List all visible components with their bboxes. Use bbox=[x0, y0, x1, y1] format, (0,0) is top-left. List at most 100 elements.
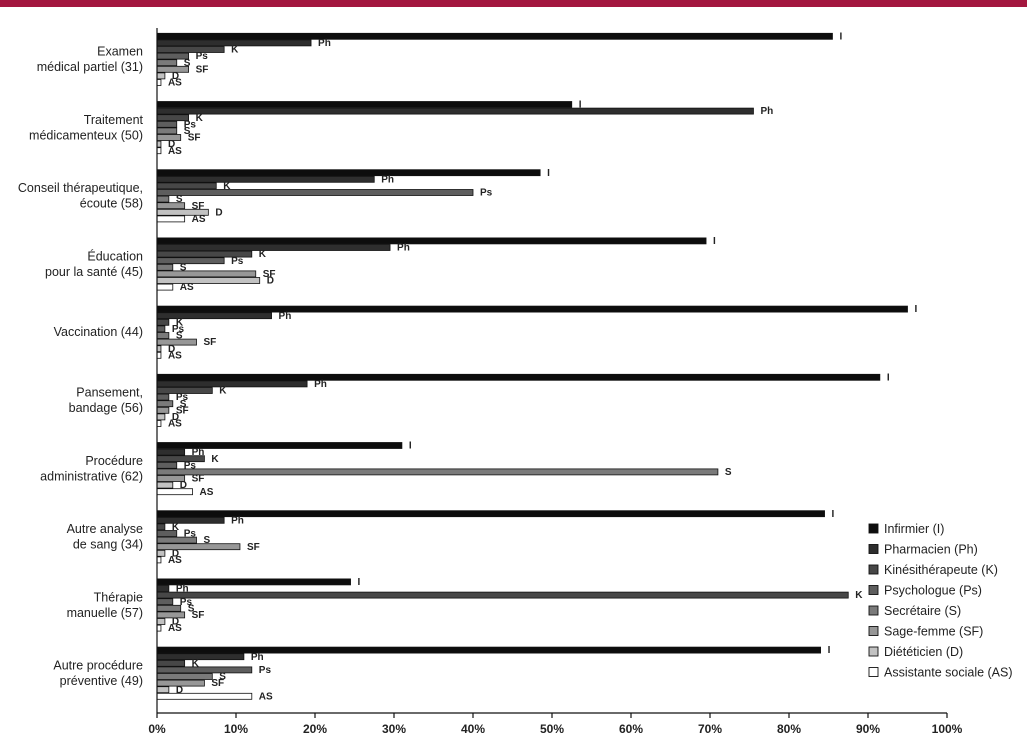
bar-label: AS bbox=[259, 691, 273, 702]
bar bbox=[156, 611, 186, 619]
x-tick-label: 70% bbox=[698, 722, 722, 735]
bar-label: S bbox=[219, 672, 226, 683]
top-accent-bar bbox=[0, 0, 1027, 7]
category-label: Procédure bbox=[85, 454, 143, 468]
bar bbox=[156, 523, 166, 531]
category-label: Thérapie bbox=[94, 590, 143, 604]
bar-label: Ph bbox=[314, 379, 327, 390]
bar-label: I bbox=[358, 577, 361, 588]
legend-swatch bbox=[868, 523, 879, 534]
bar-label: Ps bbox=[231, 256, 244, 267]
bar bbox=[156, 549, 166, 557]
bar-label: I bbox=[713, 236, 716, 247]
bar-label: D bbox=[215, 207, 222, 218]
category-label: préventive (49) bbox=[60, 674, 143, 688]
bar-label: S bbox=[204, 535, 211, 546]
bar-label: Ph bbox=[318, 38, 331, 49]
bar bbox=[156, 244, 391, 251]
bar bbox=[156, 481, 174, 489]
bar-label: AS bbox=[168, 146, 182, 157]
bar-label: AS bbox=[168, 623, 182, 634]
bar-label: SF bbox=[176, 405, 189, 416]
bar-label: SF bbox=[196, 64, 209, 75]
bar-label: D bbox=[172, 71, 179, 82]
bar bbox=[156, 659, 186, 667]
bar-label: D bbox=[172, 548, 179, 559]
bar bbox=[156, 169, 541, 177]
bar bbox=[156, 413, 166, 421]
bar bbox=[156, 543, 241, 551]
bar-label: D bbox=[172, 617, 179, 628]
bar bbox=[156, 46, 225, 53]
legend-label: Assistante sociale (AS) bbox=[884, 666, 1013, 680]
x-tick-label: 90% bbox=[856, 722, 880, 735]
bar-label: I bbox=[547, 168, 550, 179]
bar bbox=[156, 516, 225, 524]
legend-label: Sage-femme (SF) bbox=[884, 625, 983, 639]
bar bbox=[156, 393, 170, 401]
bar-label: S bbox=[180, 399, 187, 410]
bar-label: K bbox=[176, 317, 184, 328]
bar-label: AS bbox=[192, 214, 206, 225]
bar bbox=[156, 107, 754, 115]
bar-label: AS bbox=[168, 78, 182, 89]
bar-label: Ps bbox=[176, 392, 189, 403]
legend-swatch bbox=[868, 626, 879, 636]
category-label: de sang (34) bbox=[73, 538, 143, 552]
bar bbox=[156, 618, 166, 625]
bar bbox=[156, 598, 174, 606]
legend: Infirmier (I) Pharmacien (Ph) Kinésithérap… bbox=[868, 522, 1013, 680]
bar bbox=[156, 653, 245, 661]
bar-label: I bbox=[579, 100, 582, 111]
legend-label: Secrétaire (S) bbox=[884, 604, 961, 618]
bar-label: D bbox=[180, 480, 187, 491]
bar-label: K bbox=[231, 45, 239, 56]
bar-label: AS bbox=[168, 419, 182, 430]
bar-label: S bbox=[725, 467, 732, 478]
x-tick-label: 10% bbox=[224, 722, 248, 735]
bar bbox=[156, 270, 257, 278]
bar-label: D bbox=[172, 412, 179, 423]
bar-label: Ph bbox=[279, 311, 292, 322]
legend-label: Infirmier (I) bbox=[884, 522, 944, 536]
bar-label: I bbox=[915, 304, 918, 315]
bar bbox=[156, 277, 261, 284]
bar-labels-group: IPhKPsSSFDASIPhKPsSSFDASIPhKPsSSFDASIPhK… bbox=[168, 31, 918, 702]
category-label: médical partiel (31) bbox=[37, 60, 143, 74]
bar bbox=[156, 257, 225, 265]
bar-label: Ph bbox=[381, 174, 394, 185]
bar-label: K bbox=[259, 249, 267, 260]
bar-label: I bbox=[828, 645, 831, 656]
bar bbox=[156, 182, 217, 190]
category-label: Traitement bbox=[84, 113, 144, 127]
legend-swatch bbox=[868, 564, 879, 575]
bar bbox=[156, 72, 166, 80]
category-label: médicamenteux (50) bbox=[29, 128, 143, 142]
legend-label: Psychologue (Ps) bbox=[884, 584, 982, 598]
bar-label: SF bbox=[263, 269, 276, 280]
bar-label: S bbox=[180, 262, 187, 273]
bar-label: S bbox=[176, 194, 183, 205]
category-label: Vaccination (44) bbox=[54, 325, 143, 339]
legend-label: Diététicien (D) bbox=[884, 645, 963, 659]
bar-label: SF bbox=[247, 542, 260, 553]
category-label: Pansement, bbox=[76, 386, 143, 400]
category-label: manuelle (57) bbox=[67, 606, 143, 620]
x-tick-label: 50% bbox=[540, 722, 564, 735]
bar-label: S bbox=[176, 331, 183, 342]
bar bbox=[156, 312, 272, 320]
bar-label: SF bbox=[192, 474, 205, 485]
bar bbox=[156, 692, 253, 700]
bar-label: Ph bbox=[251, 652, 264, 663]
legend-swatch bbox=[868, 646, 879, 657]
bars-group bbox=[156, 32, 908, 700]
bar-label: D bbox=[168, 344, 175, 355]
bar-label: Ph bbox=[192, 447, 205, 458]
legend-swatch bbox=[868, 544, 879, 554]
bar-label: Ps bbox=[180, 597, 193, 608]
bar-label: Ph bbox=[760, 106, 773, 117]
category-label: écoute (58) bbox=[80, 197, 143, 211]
bar-label: Ph bbox=[397, 243, 410, 254]
bar bbox=[156, 263, 174, 271]
